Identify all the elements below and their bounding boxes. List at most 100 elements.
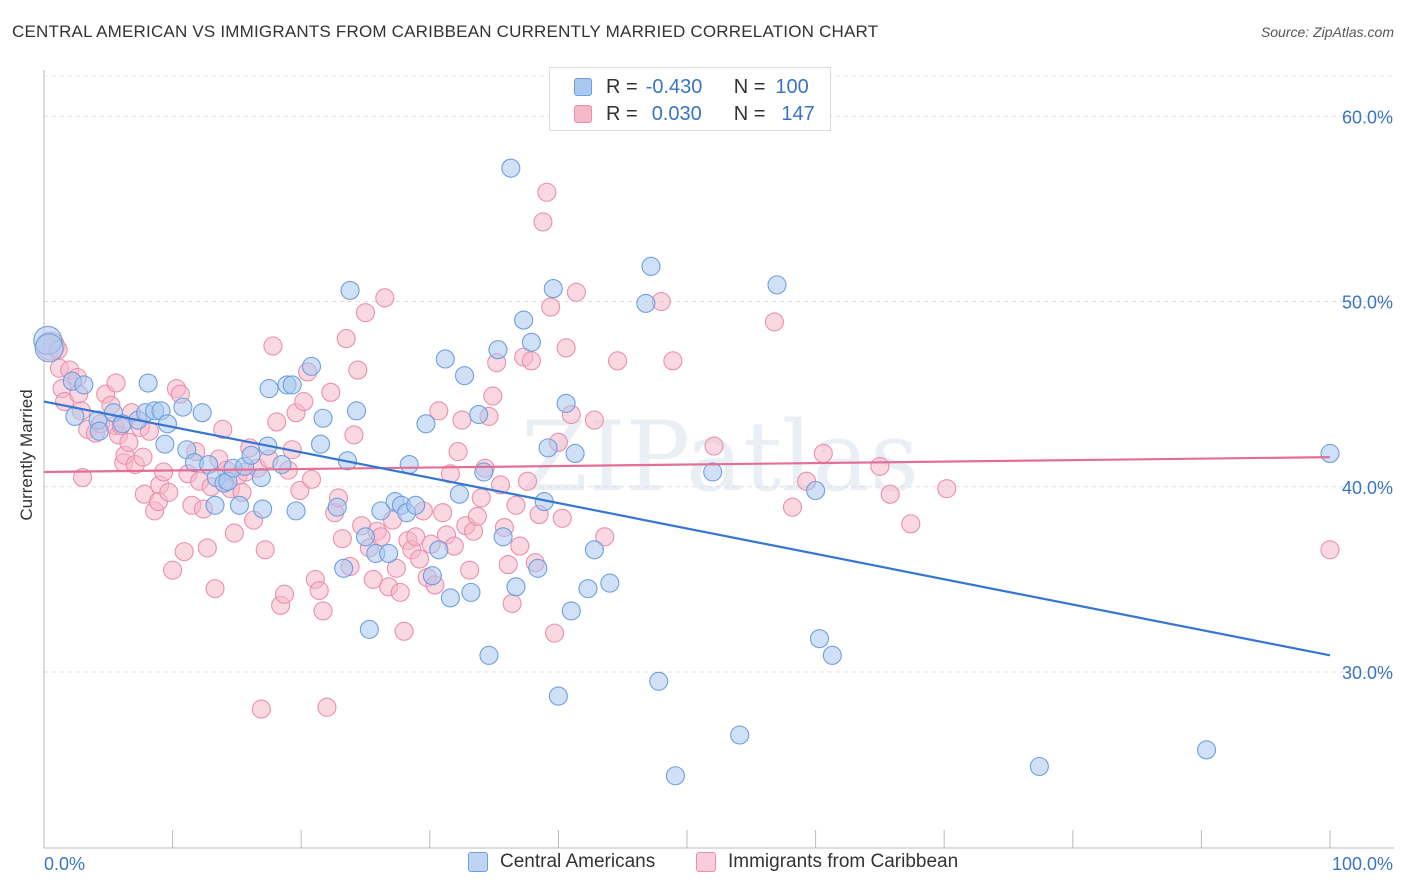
- chart-title: CENTRAL AMERICAN VS IMMIGRANTS FROM CARI…: [12, 22, 879, 41]
- caribbean-point: [344, 425, 364, 445]
- central-american-point: [703, 462, 723, 482]
- y-tick-label: 50.0%: [1342, 293, 1393, 313]
- central-american-point: [501, 158, 521, 178]
- caribbean-point: [498, 555, 518, 575]
- central-american-point: [578, 579, 598, 599]
- y-tick-label: 30.0%: [1342, 663, 1393, 683]
- central-american-point: [461, 582, 481, 602]
- central-american-point: [205, 495, 225, 515]
- central-american-point: [272, 455, 292, 475]
- central-american-point: [379, 543, 399, 564]
- bottom-legend-swatch-pink: [696, 852, 716, 872]
- central-american-point: [600, 573, 620, 593]
- caribbean-point: [355, 303, 376, 323]
- legend-swatch-blue: [574, 78, 592, 96]
- bottom-legend-central-american: Central Americans: [468, 851, 655, 873]
- caribbean-point: [106, 373, 126, 393]
- caribbean-point: [348, 360, 368, 380]
- central-american-point: [454, 366, 475, 386]
- caribbean-point: [483, 386, 503, 406]
- central-american-point: [449, 484, 469, 504]
- caribbean-point: [154, 462, 174, 482]
- caribbean-point: [452, 410, 472, 430]
- central-american-points: [33, 158, 1340, 786]
- central-american-point: [514, 310, 534, 330]
- central-american-point: [584, 540, 604, 560]
- central-american-point: [399, 455, 419, 475]
- central-american-point: [435, 349, 455, 369]
- caribbean-point: [375, 288, 395, 308]
- central-american-point: [334, 558, 354, 578]
- central-american-point: [286, 501, 306, 521]
- central-american-point: [1320, 443, 1340, 463]
- correlation-legend: R = -0.430 N = 100 R = 0.030 N = 147: [549, 67, 831, 131]
- central-american-point: [528, 558, 548, 578]
- bottom-legend-label: Central Americans: [500, 851, 656, 872]
- central-american-point: [429, 540, 449, 560]
- central-american-point: [822, 645, 842, 665]
- legend-r-label: R =: [606, 102, 638, 125]
- caribbean-point: [870, 456, 890, 476]
- central-american-point: [229, 495, 250, 515]
- caribbean-point: [566, 282, 586, 302]
- caribbean-point: [73, 467, 93, 488]
- central-american-point: [565, 443, 585, 463]
- legend-n-value: 100: [775, 75, 809, 98]
- caribbean-point: [294, 392, 314, 412]
- central-american-point: [301, 356, 322, 376]
- caribbean-point: [394, 621, 414, 641]
- central-american-point: [649, 671, 669, 691]
- x-tick-label: 100.0%: [1332, 854, 1393, 874]
- legend-r-value: 0.030: [651, 102, 702, 125]
- caribbean-point: [363, 569, 383, 589]
- caribbean-point: [301, 469, 322, 489]
- caribbean-point: [490, 475, 511, 495]
- central-american-point: [561, 601, 581, 621]
- central-american-point: [556, 393, 576, 413]
- central-american-point: [538, 438, 558, 458]
- axes: [43, 70, 1394, 849]
- central-american-point: [641, 256, 661, 276]
- caribbean-point: [174, 542, 194, 562]
- bottom-legend-swatch-blue: [468, 852, 488, 872]
- central-american-point: [65, 406, 85, 426]
- caribbean-point: [263, 336, 283, 356]
- central-american-trend-line: [43, 400, 1331, 657]
- caribbean-point: [663, 351, 683, 371]
- caribbean-point: [332, 529, 352, 549]
- central-american-point: [730, 725, 750, 745]
- y-axis-label: Currently Married: [17, 389, 36, 521]
- caribbean-point: [386, 558, 406, 578]
- caribbean-point: [429, 401, 449, 421]
- legend-n-label: N =: [733, 102, 766, 125]
- caribbean-point: [224, 523, 244, 543]
- caribbean-point: [544, 623, 565, 643]
- trend-lines: [43, 400, 1331, 657]
- grid-lines: [44, 75, 1394, 673]
- legend-r-value: -0.430: [645, 75, 703, 98]
- legend-n-label: N =: [733, 75, 766, 98]
- y-tick-label: 40.0%: [1342, 478, 1393, 498]
- central-american-point: [488, 340, 508, 360]
- x-tick-label: 0.0%: [44, 854, 85, 874]
- legend-row-central-american: R = -0.430 N = 100: [574, 75, 809, 99]
- central-american-point: [340, 280, 360, 300]
- caribbean-point: [533, 212, 553, 232]
- central-american-point: [251, 467, 271, 488]
- central-american-point: [155, 434, 175, 454]
- caribbean-point: [537, 182, 557, 202]
- caribbean-point: [255, 540, 275, 560]
- central-american-point: [282, 375, 302, 395]
- caribbean-point: [502, 593, 522, 614]
- central-american-point: [806, 480, 826, 501]
- caribbean-point: [460, 560, 480, 580]
- caribbean-point: [782, 497, 803, 517]
- caribbean-point: [159, 482, 179, 502]
- caribbean-point: [133, 447, 153, 467]
- caribbean-point: [313, 601, 333, 621]
- central-american-point: [469, 404, 489, 425]
- central-american-point: [548, 686, 568, 706]
- central-american-point: [422, 566, 442, 586]
- central-american-point: [327, 497, 347, 517]
